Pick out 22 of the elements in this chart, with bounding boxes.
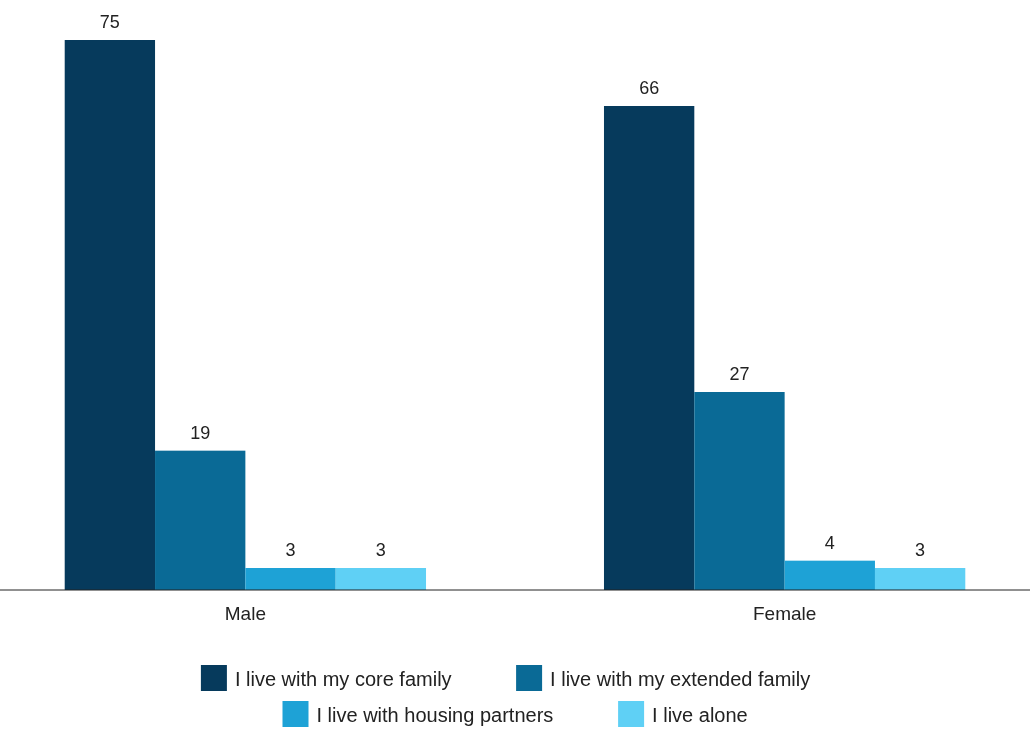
legend-label: I live with my extended family — [550, 668, 811, 690]
bar — [155, 450, 246, 590]
data-label: 19 — [190, 422, 211, 443]
bar — [603, 106, 695, 590]
legend-label: I live with my core family — [234, 668, 452, 690]
data-label: 27 — [729, 364, 750, 384]
data-label: 3 — [285, 540, 296, 560]
data-label: 75 — [99, 12, 120, 32]
x-tick-label: Female — [752, 603, 817, 624]
legend-label: I live with housing partners — [316, 704, 554, 726]
bar — [335, 568, 427, 590]
x-tick-label: Male — [224, 603, 266, 624]
data-label: 4 — [824, 532, 835, 553]
legend-label: I live alone — [652, 704, 748, 726]
bar — [784, 560, 875, 590]
bar — [694, 392, 785, 590]
bar — [245, 568, 336, 590]
data-label: 3 — [375, 540, 386, 560]
bar — [64, 40, 156, 590]
data-label: 3 — [915, 540, 926, 560]
data-label: 66 — [639, 78, 660, 98]
bar — [874, 568, 966, 590]
